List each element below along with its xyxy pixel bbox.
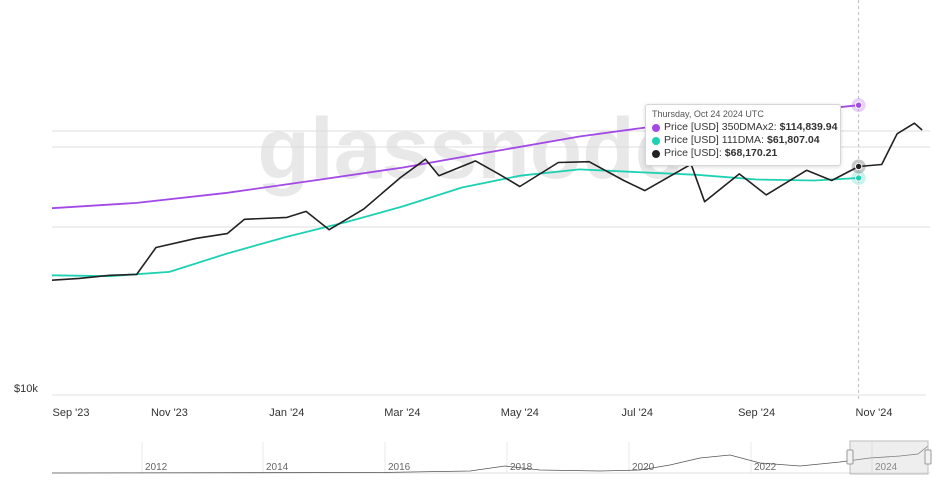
- navigator-handle[interactable]: [846, 449, 854, 465]
- hover-point: [854, 101, 863, 109]
- tooltip-value: $68,170.21: [724, 147, 778, 159]
- navigator-year-label: 2020: [632, 462, 655, 473]
- tooltip-row-111dma: Price [USD] 111DMA: $61,807.04: [652, 134, 834, 147]
- navigator-year-label: 2014: [266, 462, 289, 473]
- x-tick-label: Sep '23: [53, 407, 90, 419]
- navigator-selection[interactable]: [849, 440, 929, 475]
- navigator-year-label: 2016: [388, 462, 411, 473]
- navigator-year-label: 2022: [754, 462, 777, 473]
- navigator[interactable]: 2012 2014 2016 2018 2020 2022 2024: [51, 440, 932, 475]
- x-tick-label: Jul '24: [622, 407, 653, 419]
- series-color-dot: [652, 136, 660, 145]
- tooltip-label: Price [USD]:: [664, 147, 722, 159]
- series-color-dot: [652, 123, 660, 132]
- hover-point: [854, 162, 863, 171]
- tooltip-row-price: Price [USD]: $68,170.21: [652, 147, 834, 160]
- x-tick-label: Jan '24: [269, 407, 304, 419]
- glassnode-watermark: glassnode: [257, 101, 682, 197]
- navigator-series: [51, 445, 929, 474]
- crosshair: [851, 0, 866, 400]
- navigator-year-label: 2012: [145, 462, 168, 473]
- tooltip-value: $114,839.94: [779, 121, 838, 133]
- axes: $10k Sep '23 Nov '23 Jan '24 Mar '24 May '24 J…: [14, 383, 926, 419]
- series-line-price: [51, 122, 923, 281]
- x-tick-label: Nov '23: [151, 407, 188, 419]
- tooltip-label: Price [USD] 111DMA:: [664, 134, 764, 146]
- series-line-111dma: [51, 168, 859, 278]
- tooltip-value: $61,807.04: [766, 134, 820, 146]
- tooltip-row-350dma: Price [USD] 350DMAx2: $114,839.94: [652, 121, 837, 134]
- series-color-dot: [652, 149, 660, 158]
- tooltip-label: Price [USD] 350DMAx2:: [664, 121, 777, 133]
- navigator-year-label: 2024: [875, 462, 898, 473]
- tooltip-date: Thursday, Oct 24 2024 UTC: [652, 109, 764, 119]
- x-tick-label: Nov '24: [856, 407, 893, 419]
- x-tick-label: Mar '24: [384, 407, 420, 419]
- hover-point: [854, 174, 863, 182]
- x-tick-label: Sep '24: [738, 407, 775, 419]
- y-tick-label: $10k: [14, 383, 38, 395]
- navigator-handle[interactable]: [924, 449, 932, 465]
- chart-tooltip: Thursday, Oct 24 2024 UTC Price [USD] 35…: [645, 104, 841, 166]
- x-tick-label: May '24: [501, 407, 539, 419]
